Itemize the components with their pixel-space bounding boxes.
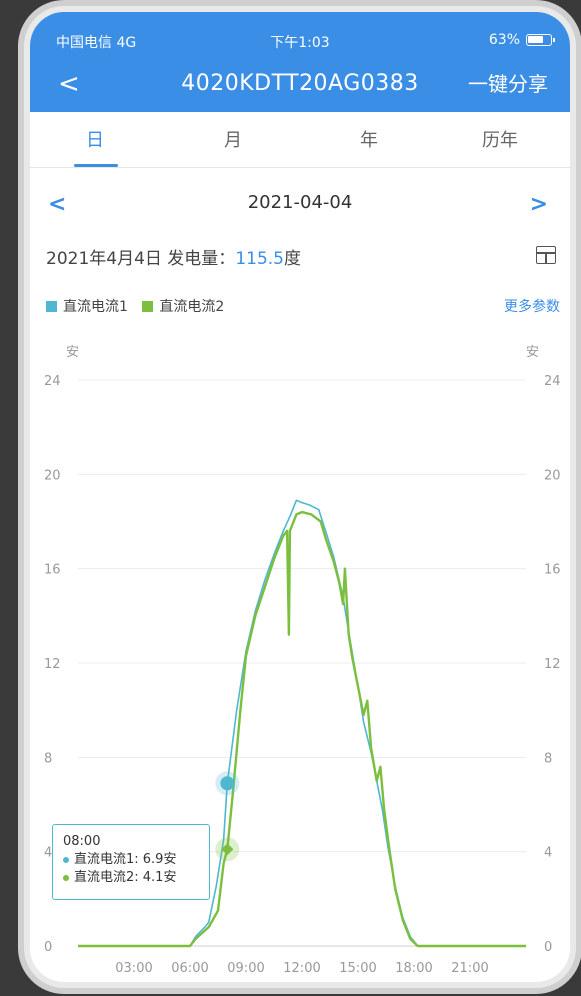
y-tick-left-4: 4 (44, 846, 52, 861)
summary-unit: 度 (283, 249, 301, 269)
share-button[interactable]: 一键分享 (468, 72, 548, 96)
y-tick-right-24: 24 (544, 374, 561, 389)
top-bar: 中国电信 4G 下午1:03 63% < 4020KDTT20AG0383 一键… (30, 12, 570, 112)
x-tick-1: 06:00 (171, 961, 208, 976)
tab-year[interactable]: 年 (360, 130, 378, 151)
carrier-label: 中国电信 4G (56, 35, 137, 51)
legend-label-series1: 直流电流1 (63, 299, 128, 315)
status-time: 下午1:03 (270, 35, 330, 51)
tooltip-value-series1: 直流电流1: 6.9安 (74, 852, 177, 867)
summary-value: 115.5 (235, 249, 284, 269)
y-tick-left-20: 20 (44, 468, 61, 483)
x-tick-0: 03:00 (115, 961, 152, 976)
nav-bar: < 4020KDTT20AG0383 一键分享 (30, 67, 570, 103)
tab-month[interactable]: 月 (224, 130, 242, 151)
y-tick-left-16: 16 (44, 563, 61, 578)
more-params-link[interactable]: 更多参数 (504, 299, 560, 315)
series1-swatch (46, 300, 57, 312)
page-title: 4020KDTT20AG0383 (181, 71, 419, 96)
current-date[interactable]: 2021-04-04 (247, 192, 353, 213)
tooltip-dot-series2 (63, 875, 69, 881)
y-tick-left-24: 24 (44, 374, 61, 389)
y-tick-left-0: 0 (44, 940, 52, 955)
next-date-button[interactable]: > (529, 192, 548, 217)
highlight-point-series2 (221, 843, 234, 856)
y-tick-left-8: 8 (44, 751, 52, 766)
y-tick-right-4: 4 (544, 846, 552, 861)
y-tick-right-20: 20 (544, 468, 561, 483)
y-tick-right-12: 12 (544, 657, 561, 672)
tab-all-years[interactable]: 历年 (482, 130, 518, 151)
period-tabs: 日 月 年 历年 (30, 112, 570, 168)
tooltip-row-series1: 直流电流1: 6.9安 (63, 851, 199, 869)
x-tick-4: 15:00 (339, 961, 376, 976)
tooltip-value-series2: 直流电流2: 4.1安 (74, 870, 177, 885)
chart-tooltip: 08:00 直流电流1: 6.9安 直流电流2: 4.1安 (52, 824, 210, 900)
prev-date-button[interactable]: < (48, 192, 67, 217)
active-tab-underline (74, 164, 118, 167)
date-selector: < 2021-04-04 > (30, 192, 570, 224)
y-unit-right: 安 (526, 345, 539, 360)
chart-legend: 直流电流1 直流电流2 更多参数 (46, 296, 560, 318)
x-tick-2: 09:00 (227, 961, 264, 976)
legend-item-series2[interactable]: 直流电流2 (142, 296, 224, 316)
x-tick-6: 21:00 (451, 961, 488, 976)
battery-icon (526, 34, 555, 46)
status-bar: 中国电信 4G 下午1:03 63% (30, 32, 570, 52)
legend-label-series2: 直流电流2 (159, 299, 225, 315)
current-line-chart[interactable]: 安 安 0 0 4 4 8 8 12 12 16 16 20 20 24 24 03:00 06:00 09:00 1… (30, 322, 570, 982)
y-unit-left: 安 (66, 345, 79, 360)
summary-label: 2021年4月4日 发电量： (46, 249, 236, 269)
phone-screen: 中国电信 4G 下午1:03 63% < 4020KDTT20AG0383 一键… (30, 12, 570, 982)
y-tick-right-0: 0 (544, 940, 552, 955)
x-tick-3: 12:00 (283, 961, 320, 976)
series2-swatch (142, 300, 154, 312)
battery-indicator: 63% (488, 32, 555, 48)
series-line-2 (78, 510, 526, 948)
tab-day[interactable]: 日 (86, 130, 104, 151)
tooltip-dot-series1 (63, 857, 69, 863)
table-view-icon[interactable] (536, 246, 556, 264)
back-button[interactable]: < (58, 69, 80, 99)
tooltip-time: 08:00 (63, 834, 101, 849)
highlight-point-series1 (220, 776, 235, 791)
battery-percent: 63% (488, 32, 520, 48)
tooltip-row-series2: 直流电流2: 4.1安 (63, 869, 199, 887)
y-tick-right-8: 8 (544, 751, 552, 766)
generation-summary: 2021年4月4日 发电量：115.5度 (46, 244, 556, 274)
series-line-1 (78, 499, 526, 947)
x-tick-5: 18:00 (395, 961, 432, 976)
y-tick-right-16: 16 (544, 563, 561, 578)
legend-item-series1[interactable]: 直流电流1 (46, 296, 128, 316)
y-tick-left-12: 12 (44, 657, 61, 672)
